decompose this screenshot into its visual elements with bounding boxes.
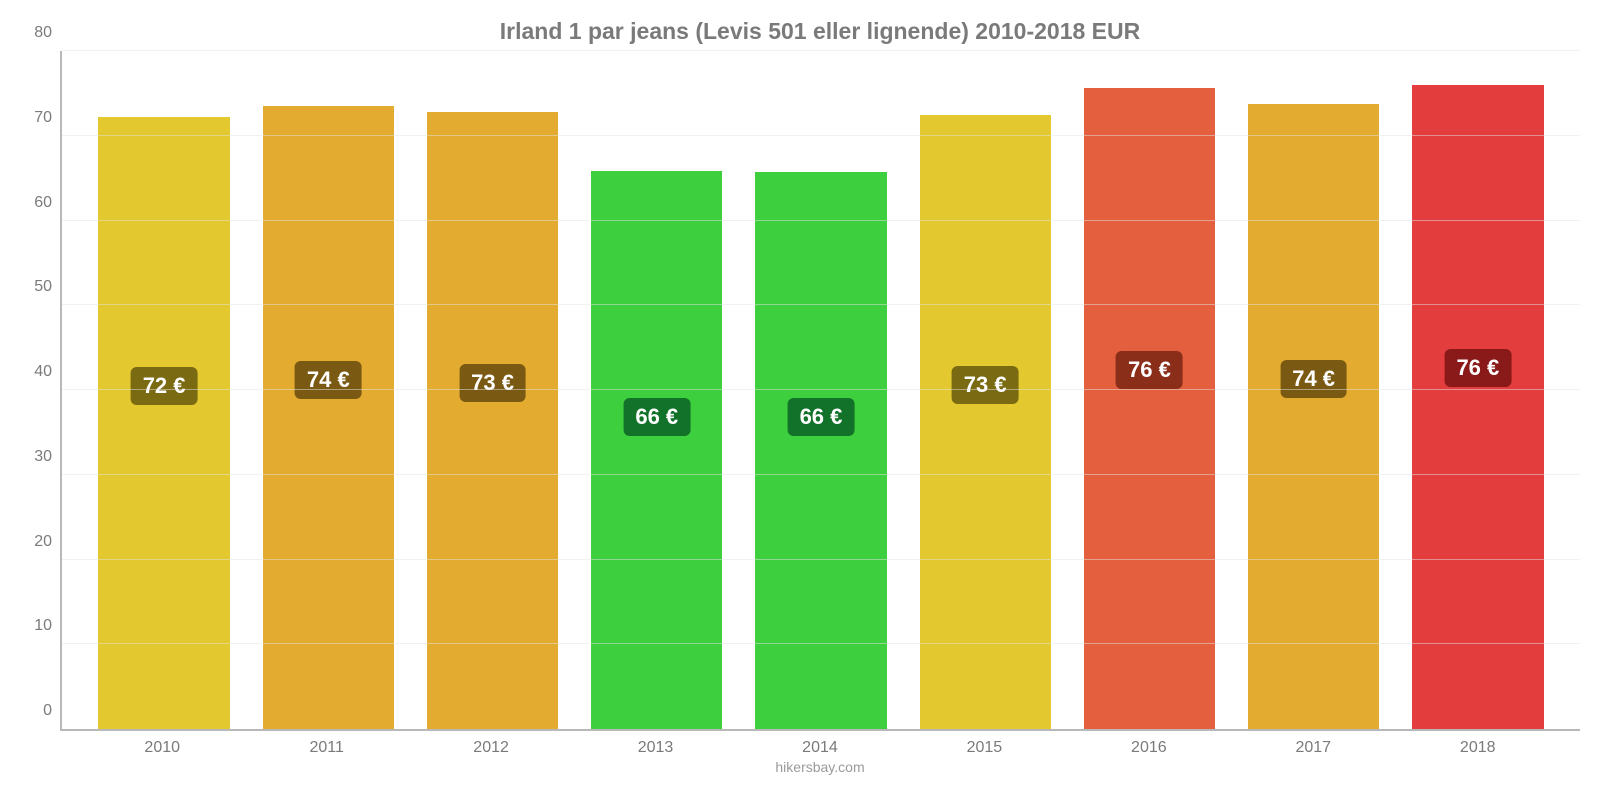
bar: 73 € bbox=[920, 115, 1051, 729]
gridline bbox=[62, 643, 1580, 644]
x-tick-label: 2015 bbox=[902, 739, 1066, 757]
bar: 74 € bbox=[263, 106, 394, 729]
y-tick-label: 80 bbox=[34, 24, 62, 42]
bar: 76 € bbox=[1084, 88, 1215, 729]
value-badge: 76 € bbox=[1116, 351, 1183, 389]
gridline bbox=[62, 474, 1580, 475]
bar: 72 € bbox=[98, 117, 229, 729]
y-tick-label: 20 bbox=[34, 533, 62, 551]
value-badge: 72 € bbox=[131, 367, 198, 405]
bar-slot: 74 € bbox=[1232, 51, 1396, 729]
y-tick-label: 30 bbox=[34, 448, 62, 466]
bar: 74 € bbox=[1248, 104, 1379, 729]
x-tick-label: 2014 bbox=[738, 739, 902, 757]
bar: 73 € bbox=[427, 112, 558, 729]
bar: 66 € bbox=[755, 172, 886, 729]
chart-title: Irland 1 par jeans (Levis 501 eller lign… bbox=[60, 18, 1580, 45]
bar-slot: 73 € bbox=[903, 51, 1067, 729]
value-badge: 74 € bbox=[1280, 360, 1347, 398]
bar-slot: 76 € bbox=[1396, 51, 1560, 729]
x-tick-label: 2011 bbox=[244, 739, 408, 757]
gridline bbox=[62, 304, 1580, 305]
bars-row: 72 € 74 € 73 € 66 € 66 € 73 € 76 € 74 € 76 € bbox=[62, 51, 1580, 729]
plot-area: 72 €74 €73 €66 €66 €73 €76 €74 €76 € 010… bbox=[60, 51, 1580, 731]
value-badge: 66 € bbox=[623, 398, 690, 436]
value-badge: 73 € bbox=[952, 366, 1019, 404]
gridline bbox=[62, 389, 1580, 390]
bar: 66 € bbox=[591, 171, 722, 729]
x-tick-label: 2010 bbox=[80, 739, 244, 757]
bar-slot: 73 € bbox=[410, 51, 574, 729]
bar-slot: 76 € bbox=[1067, 51, 1231, 729]
x-tick-label: 2016 bbox=[1067, 739, 1231, 757]
gridline bbox=[62, 50, 1580, 51]
y-tick-label: 70 bbox=[34, 109, 62, 127]
x-tick-label: 2018 bbox=[1396, 739, 1560, 757]
value-badge: 73 € bbox=[459, 364, 526, 402]
attribution-text: hikersbay.com bbox=[60, 759, 1580, 775]
value-badge: 66 € bbox=[788, 398, 855, 436]
y-tick-label: 10 bbox=[34, 617, 62, 635]
y-tick-label: 60 bbox=[34, 194, 62, 212]
bar-slot: 66 € bbox=[575, 51, 739, 729]
y-tick-label: 50 bbox=[34, 278, 62, 296]
x-tick-label: 2017 bbox=[1231, 739, 1395, 757]
bar-slot: 74 € bbox=[246, 51, 410, 729]
gridline bbox=[62, 559, 1580, 560]
bar: 76 € bbox=[1412, 85, 1543, 729]
gridline bbox=[62, 220, 1580, 221]
y-tick-label: 40 bbox=[34, 363, 62, 381]
x-tick-label: 2013 bbox=[573, 739, 737, 757]
value-badge: 74 € bbox=[295, 361, 362, 399]
x-axis-labels: 201020112012201320142015201620172018 bbox=[60, 731, 1580, 757]
chart-container: Irland 1 par jeans (Levis 501 eller lign… bbox=[0, 0, 1600, 800]
y-tick-label: 0 bbox=[43, 702, 62, 720]
bar-slot: 66 € bbox=[739, 51, 903, 729]
value-badge: 76 € bbox=[1444, 349, 1511, 387]
x-tick-label: 2012 bbox=[409, 739, 573, 757]
gridline bbox=[62, 135, 1580, 136]
bar-slot: 72 € bbox=[82, 51, 246, 729]
